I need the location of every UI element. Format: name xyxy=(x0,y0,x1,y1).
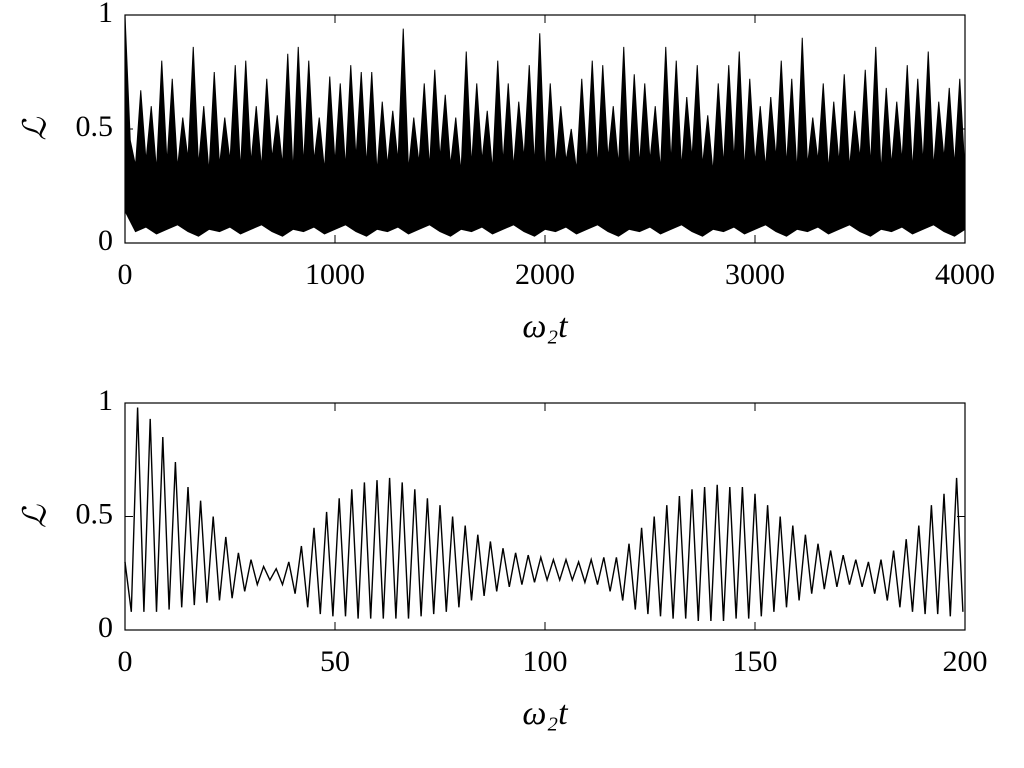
x-tick-label: 0 xyxy=(118,258,133,291)
y-tick-label: 1 xyxy=(98,384,113,417)
x-tick-label: 100 xyxy=(523,645,568,678)
x-tick-label: 1000 xyxy=(305,258,365,291)
y-tick-label: 1 xyxy=(98,0,113,29)
signal-line xyxy=(124,407,964,621)
x-axis-label: ω₂t xyxy=(522,308,569,345)
y-axis-label: ℒ xyxy=(16,504,52,528)
x-tick-label: 200 xyxy=(943,645,988,678)
x-tick-label: 2000 xyxy=(515,258,575,291)
x-tick-label: 4000 xyxy=(935,258,995,291)
x-axis-label: ω₂t xyxy=(522,695,569,732)
x-tick-label: 150 xyxy=(733,645,778,678)
y-tick-label: 0 xyxy=(98,611,113,644)
y-tick-label: 0.5 xyxy=(76,110,114,143)
y-axis-label: ℒ xyxy=(16,117,52,141)
axis-box xyxy=(124,402,966,631)
y-tick-label: 0.5 xyxy=(76,497,114,530)
x-tick-label: 0 xyxy=(118,645,133,678)
x-tick-label: 50 xyxy=(320,645,350,678)
y-tick-label: 0 xyxy=(98,224,113,257)
signal-band xyxy=(124,14,966,237)
x-tick-label: 3000 xyxy=(725,258,785,291)
